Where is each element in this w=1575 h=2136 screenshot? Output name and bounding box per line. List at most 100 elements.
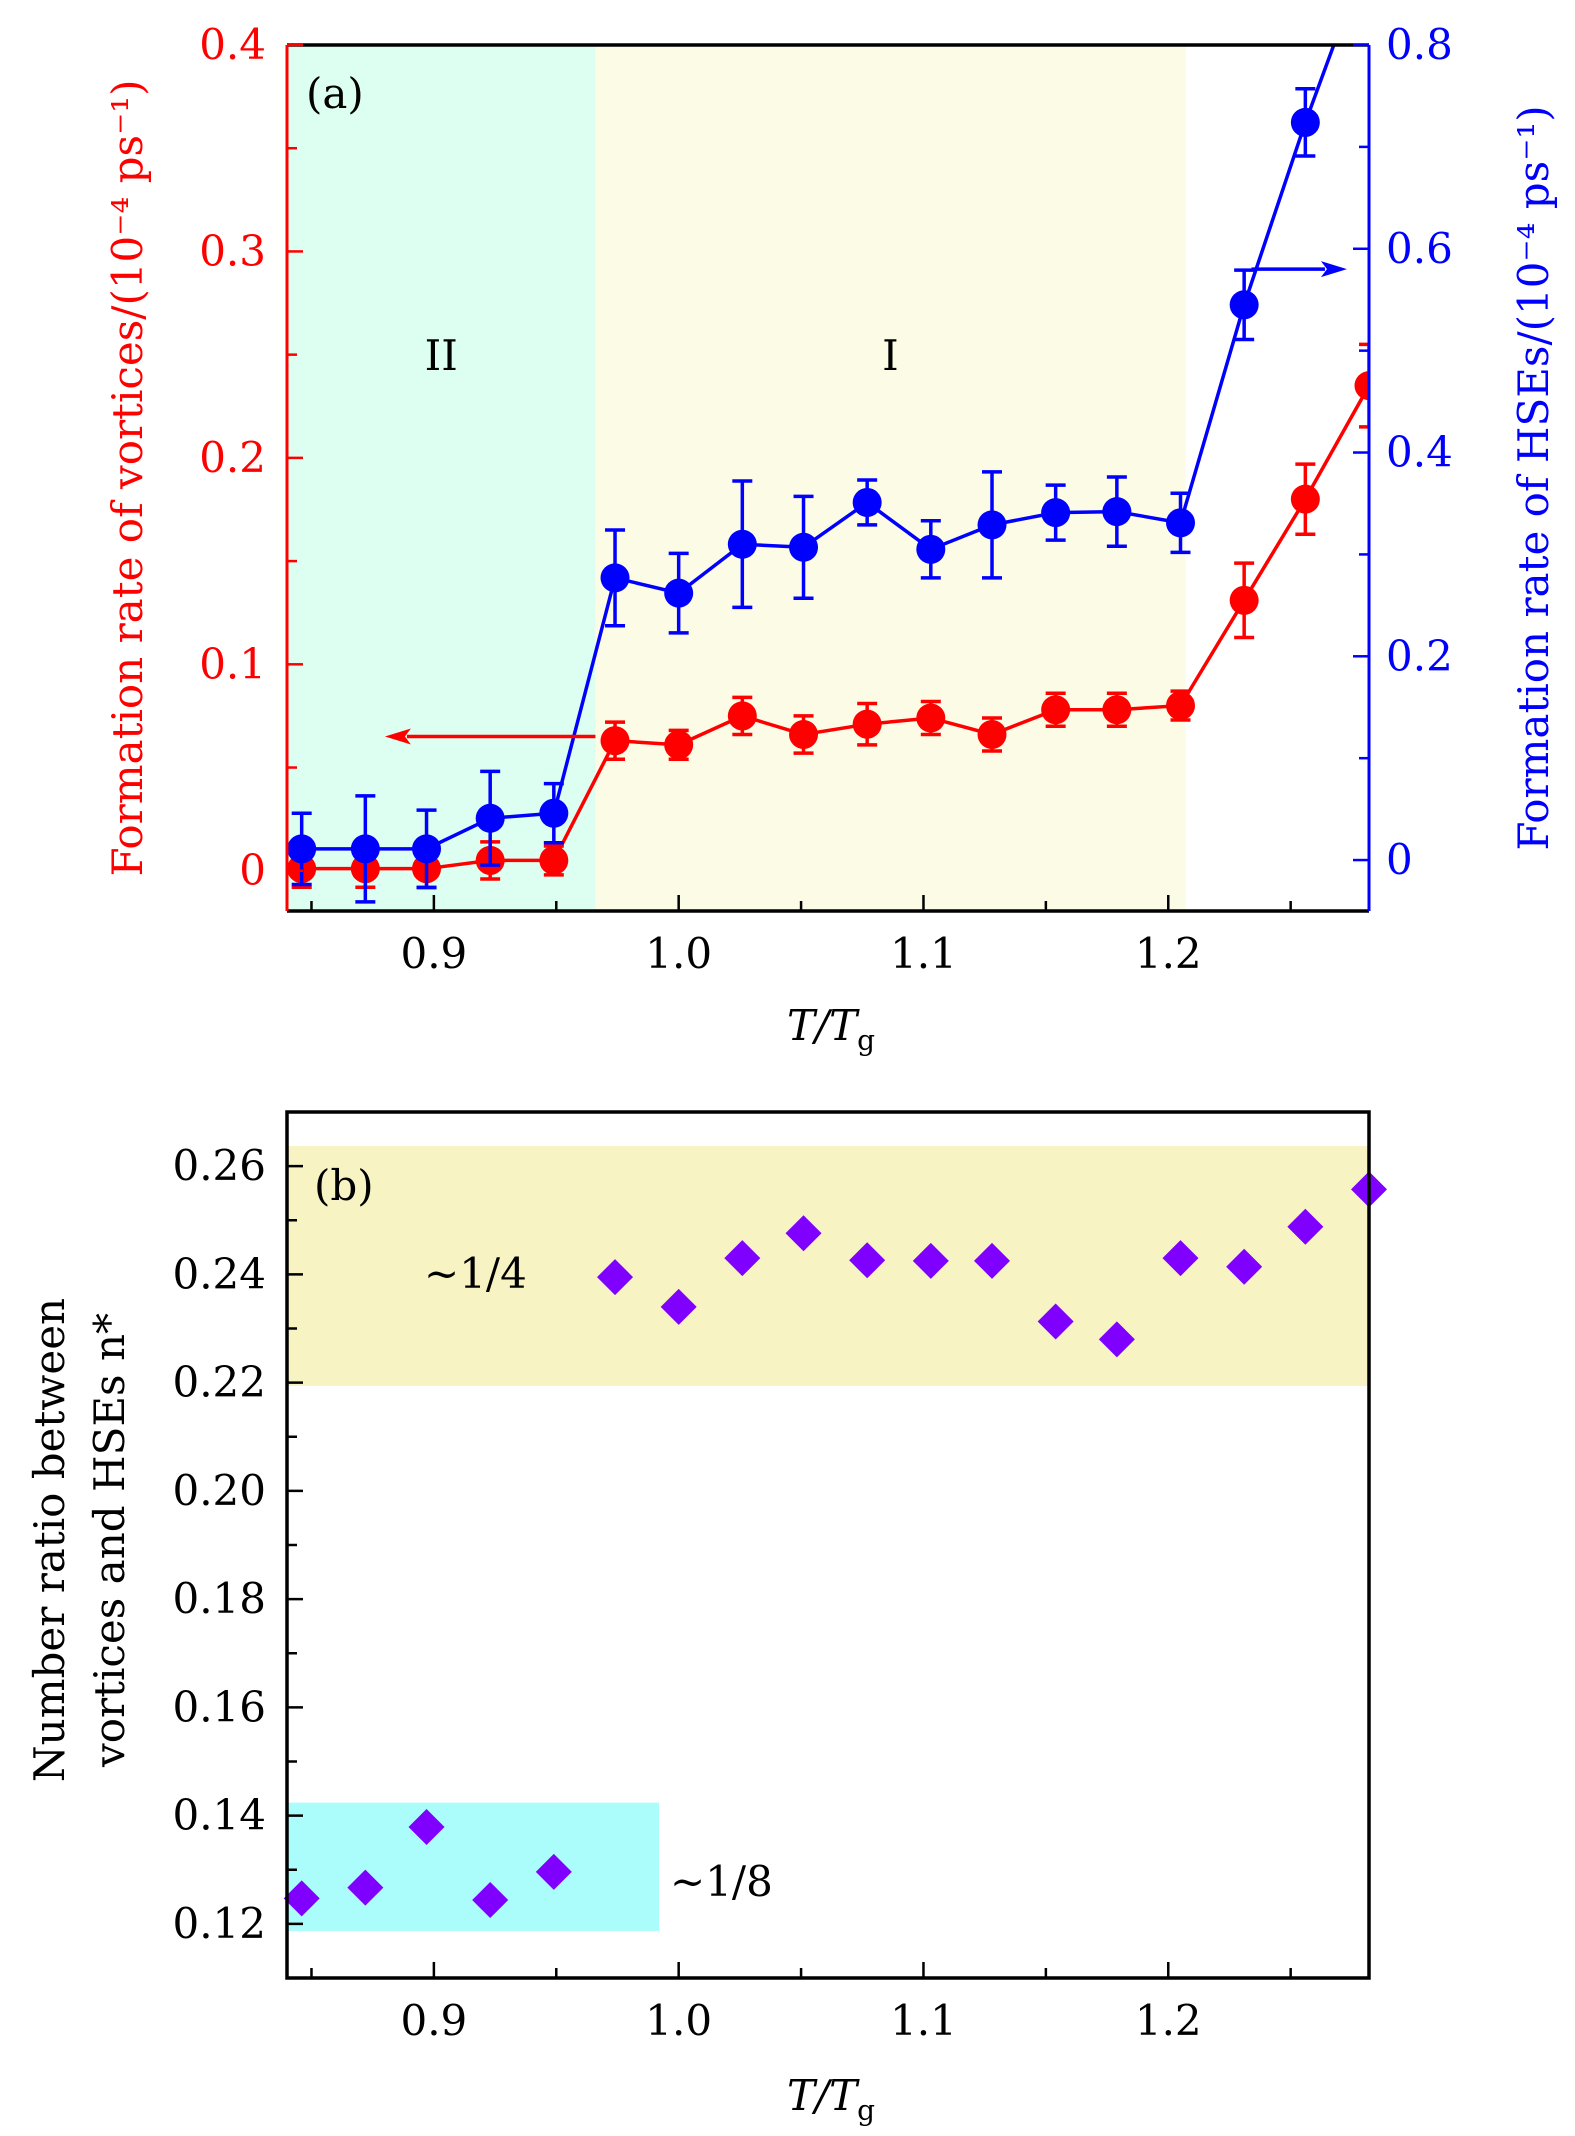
y-right-tick-label: 0.2	[1386, 631, 1453, 680]
data-point-HSEs	[1290, 107, 1320, 137]
y-right-tick-label: 0.8	[1386, 20, 1453, 69]
data-point-vortices	[1229, 585, 1259, 615]
data-point-vortices	[977, 719, 1007, 749]
panel-label-b: (b)	[314, 1161, 374, 1210]
region-shading	[287, 45, 1186, 911]
data-point-vortices	[1290, 484, 1320, 514]
data-point-diamond	[1037, 1303, 1074, 1340]
data-point-HSEs	[789, 532, 819, 562]
y-tick-labels: 0.12 0.14 0.16 0.18 0.20 0.22 0.24 0.26	[172, 1141, 266, 1948]
y-left-tick-label: 0.3	[199, 226, 266, 275]
y-left-tick-labels: 0 0.1 0.2 0.3 0.4	[199, 20, 266, 895]
region-labels: II I	[425, 331, 899, 380]
y-tick-label: 0.16	[172, 1682, 266, 1731]
data-point-diamond	[1287, 1208, 1324, 1245]
y-tick-label: 0.26	[172, 1141, 266, 1190]
y-left-axis-title: Formation rate of vortices/(10⁻⁴ ps⁻¹)	[103, 80, 152, 877]
y-tick-label: 0.22	[172, 1358, 266, 1407]
data-point-diamond	[408, 1808, 445, 1845]
data-point-HSEs	[1041, 498, 1071, 528]
arrow-vortices	[384, 728, 596, 745]
y-axis-title-line1: Number ratio between	[25, 1298, 74, 1782]
label-part: T/T	[787, 1001, 860, 1050]
data-point-vortices	[1041, 695, 1071, 725]
data-point-HSEs	[977, 510, 1007, 540]
x-tick-label: 0.9	[400, 929, 467, 978]
series-layer	[287, 45, 1369, 904]
data-point-diamond	[597, 1259, 634, 1296]
y-left-tick-label: 0.2	[199, 433, 266, 482]
y-tick-label: 0.12	[172, 1899, 266, 1948]
y-left-tick-label: 0	[239, 846, 266, 895]
data-point-diamond	[912, 1242, 949, 1279]
data-point-HSEs	[727, 529, 757, 559]
data-point-HSEs	[852, 487, 882, 517]
data-point-diamond	[1098, 1321, 1135, 1358]
region-label: II	[425, 331, 458, 380]
data-point-HSEs	[350, 834, 380, 864]
panel-label-a: (a)	[306, 69, 364, 118]
series-HSEs	[287, 45, 1336, 904]
y-tick-label: 0.24	[172, 1249, 266, 1298]
y-tick-label: 0.20	[172, 1466, 266, 1515]
data-point-diamond	[660, 1288, 697, 1325]
data-point-HSEs	[475, 803, 505, 833]
x-tick-label: 1.0	[645, 1996, 712, 2045]
label-part: T/T	[787, 2071, 860, 2120]
panel-b: (b) ~1/4 ~1/8 0.9 1.0 1.1 1.2 0.120.140.160…	[25, 1110, 1387, 2127]
y-right-axis-title: Formation rate of HSEs/(10⁻⁴ ps⁻¹)	[1509, 105, 1558, 850]
region-i	[595, 45, 1186, 911]
data-point-vortices	[600, 726, 630, 756]
band-label-quarter: ~1/4	[424, 1249, 527, 1298]
y-right-tick-label: 0.6	[1386, 224, 1453, 273]
y-left-tick-label: 0.4	[199, 20, 266, 69]
data-point-diamond	[1162, 1240, 1199, 1277]
data-point-diamond	[472, 1882, 509, 1919]
data-point-vortices	[1354, 371, 1369, 401]
arrow-annotations	[384, 261, 1347, 745]
panel-a: II I (a) 0.9 1.0 1.1 1.2 00.10.20.30.4 00.20…	[103, 20, 1558, 1057]
data-point-vortices	[1102, 695, 1132, 725]
data-point-HSEs	[916, 534, 946, 564]
data-point-vortices	[789, 719, 819, 749]
region-ii	[287, 45, 596, 911]
data-point-vortices	[664, 730, 694, 760]
data-point-HSEs	[1166, 508, 1196, 538]
x-axis-title: T/Tg	[787, 2071, 875, 2127]
data-point-diamond	[535, 1853, 572, 1890]
arrow-head	[1320, 261, 1347, 278]
y-right-tick-label: 0.4	[1386, 428, 1453, 477]
data-point-diamond	[347, 1869, 384, 1906]
label-subscript: g	[857, 2094, 875, 2127]
data-point-diamond	[724, 1240, 761, 1277]
data-point-diamond	[785, 1215, 822, 1252]
arrow-head	[384, 728, 411, 745]
y-tick-label: 0.14	[172, 1791, 266, 1840]
data-point-diamond	[974, 1242, 1011, 1279]
data-point-HSEs	[1102, 497, 1132, 527]
y-axis-title-line2: vortices and HSEs n*	[85, 1313, 134, 1768]
x-tick-label: 1.2	[1135, 929, 1202, 978]
x-tick-label: 1.1	[890, 929, 957, 978]
x-tick-labels: 0.9 1.0 1.1 1.2	[400, 929, 1201, 978]
y-right-tick-label: 0	[1386, 835, 1413, 884]
x-tick-label: 1.0	[645, 929, 712, 978]
data-point-vortices	[1166, 691, 1196, 721]
data-point-HSEs	[539, 798, 569, 828]
axes-frame	[285, 43, 1371, 913]
axes-frame	[285, 1110, 1371, 1980]
data-point-HSEs	[287, 834, 317, 864]
band-label-eighth: ~1/8	[670, 1857, 773, 1906]
y-left-tick-label: 0.1	[199, 639, 266, 688]
x-tick-label: 0.9	[400, 1996, 467, 2045]
data-point-HSEs	[1229, 290, 1259, 320]
data-point-HSEs	[412, 834, 442, 864]
band-eighth	[287, 1802, 660, 1931]
x-tick-labels: 0.9 1.0 1.1 1.2	[400, 1996, 1201, 2045]
data-point-vortices	[916, 703, 946, 733]
data-point-diamond	[283, 1880, 320, 1917]
data-point-HSEs	[600, 563, 630, 593]
data-point-vortices	[727, 701, 757, 731]
data-point-HSEs	[664, 578, 694, 608]
x-axis-title: T/Tg	[787, 1001, 875, 1057]
